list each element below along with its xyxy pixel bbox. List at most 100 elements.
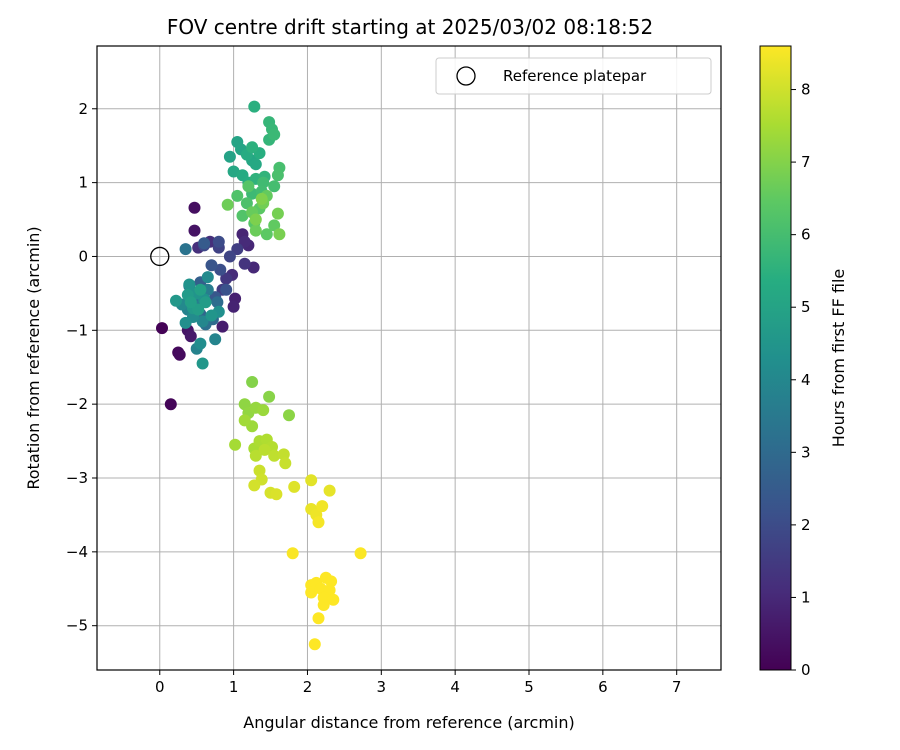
colorbar-tick-label: 4 [801, 371, 811, 389]
y-tick-label: 2 [78, 100, 88, 118]
data-point [288, 480, 301, 493]
data-point [212, 235, 225, 248]
data-point [271, 169, 284, 182]
data-point [242, 180, 255, 193]
x-tick-label: 2 [303, 678, 313, 696]
x-tick-label: 3 [377, 678, 387, 696]
data-point [249, 158, 262, 171]
data-point [323, 484, 336, 497]
data-point [354, 547, 367, 560]
data-point [199, 296, 212, 309]
x-tick-label: 1 [229, 678, 239, 696]
x-tick-label: 7 [672, 678, 682, 696]
x-axis-label: Angular distance from reference (arcmin) [243, 713, 574, 732]
data-point [170, 294, 182, 307]
data-point [249, 449, 262, 462]
data-point [184, 330, 197, 343]
data-point [312, 516, 325, 529]
colorbar-ticks: 0 1 2 3 4 5 6 7 8 [791, 81, 811, 679]
data-point [183, 278, 196, 291]
colorbar-tick-label: 8 [801, 81, 811, 99]
data-point [273, 228, 286, 241]
chart-title: FOV centre drift starting at 2025/03/02 … [167, 15, 653, 39]
data-point [249, 213, 262, 226]
y-tick-label: −4 [66, 543, 88, 561]
legend-label-reference: Reference platepar [503, 67, 647, 85]
data-point [192, 303, 205, 316]
data-point [231, 189, 244, 202]
data-point [188, 224, 201, 237]
data-point [156, 322, 168, 335]
data-point [205, 309, 218, 322]
data-point [196, 315, 209, 328]
x-tick-label: 0 [155, 678, 165, 696]
data-point [227, 300, 240, 313]
data-point [201, 271, 214, 284]
data-point [179, 243, 192, 256]
y-tick-label: 0 [78, 247, 88, 265]
data-point [205, 259, 218, 272]
colorbar-gradient [759, 45, 792, 671]
data-point [249, 224, 262, 237]
data-point [236, 209, 249, 222]
colorbar-tick-label: 7 [801, 153, 811, 171]
data-point [194, 337, 207, 350]
x-tick-label: 4 [450, 678, 460, 696]
colorbar-tick-label: 6 [801, 226, 811, 244]
data-point [188, 201, 201, 214]
data-point [209, 333, 222, 346]
data-point [196, 357, 209, 370]
data-point [257, 176, 270, 189]
reference-marker-layer [150, 246, 170, 267]
scatter-points [156, 100, 367, 651]
data-point [231, 243, 244, 256]
data-point [238, 414, 251, 427]
data-point [305, 474, 318, 487]
data-point [194, 283, 207, 296]
y-tick-label: −1 [66, 321, 88, 339]
data-point [220, 272, 233, 285]
legend-box [435, 57, 712, 95]
plot-area-frame [96, 45, 722, 671]
data-point [173, 348, 186, 361]
data-point [271, 207, 284, 220]
data-point [327, 593, 340, 606]
data-point [248, 479, 261, 492]
legend-reference-marker [456, 66, 476, 86]
y-tick-label: −3 [66, 469, 88, 487]
data-point [268, 180, 281, 193]
data-point [279, 457, 292, 470]
colorbar: 0 1 2 3 4 5 6 7 8 Hours from first FF file [759, 45, 848, 679]
data-point [257, 404, 270, 417]
colorbar-tick-label: 1 [801, 588, 811, 606]
data-point [270, 488, 283, 501]
data-point [255, 192, 268, 205]
data-point [316, 500, 329, 513]
data-point [198, 237, 211, 250]
data-point [184, 296, 197, 309]
data-point [238, 257, 251, 270]
data-point [263, 390, 276, 403]
legend: Reference platepar [435, 57, 712, 95]
y-axis-label: Rotation from reference (arcmin) [24, 226, 43, 489]
data-point [211, 296, 224, 309]
data-point [179, 316, 192, 329]
data-point [258, 443, 271, 456]
data-point [308, 638, 321, 651]
data-point [240, 197, 253, 210]
x-tick-label: 5 [524, 678, 534, 696]
data-point [268, 128, 281, 141]
data-point [260, 228, 273, 241]
colorbar-tick-label: 5 [801, 298, 811, 316]
data-point [246, 141, 259, 154]
data-point [229, 438, 242, 451]
y-tick-label: −5 [66, 617, 88, 635]
colorbar-tick-label: 0 [801, 661, 811, 679]
colorbar-tick-label: 3 [801, 443, 811, 461]
reference-platepar-marker [150, 246, 170, 267]
data-point [223, 250, 236, 263]
x-tick-label: 6 [598, 678, 608, 696]
data-point [246, 376, 259, 388]
y-tick-label: −2 [66, 395, 88, 413]
